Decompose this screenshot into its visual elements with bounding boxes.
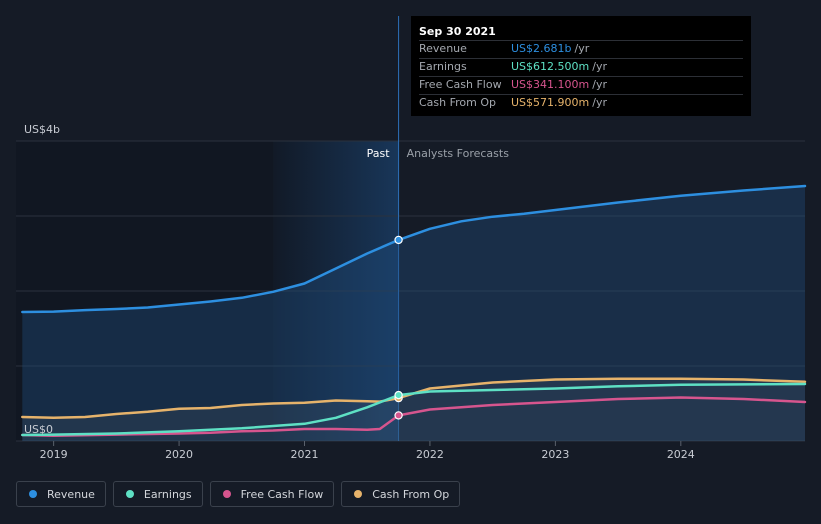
tooltip-unit: /yr [574,42,590,55]
hover-tooltip: Sep 30 2021 Revenue US$2.681b /yr Earnin… [411,16,751,116]
legend-dot-icon [125,490,134,498]
fcf-line [21,396,807,438]
legend-label: Free Cash Flow [240,487,324,501]
legend-cfo-button[interactable]: Cash From Op [341,481,461,507]
tooltip-unit: /yr [592,60,607,73]
tooltip-value: US$2.681b [511,42,572,55]
legend-label: Cash From Op [372,487,450,501]
tooltip-row-fcf: Free Cash Flow US$341.100m /yr [419,76,743,94]
forecast-label: Analysts Forecasts [407,147,510,160]
legend-revenue-button[interactable]: Revenue [16,481,106,507]
fcf-marker [394,411,403,420]
x-tick-label: 2024 [667,448,695,461]
x-tick-label: 2022 [416,448,444,461]
legend-fcf-button[interactable]: Free Cash Flow [209,481,335,507]
x-tick-label: 2020 [165,448,193,461]
tooltip-row-cfo: Cash From Op US$571.900m /yr [419,94,743,112]
tooltip-value: US$612.500m [511,60,590,73]
tooltip-label: Cash From Op [419,96,497,109]
legend-label: Revenue [47,487,95,501]
past-label: Past [367,147,391,160]
legend-dot-icon [29,490,37,498]
tooltip-label: Earnings [419,60,467,73]
chart-legend: Revenue Earnings Free Cash Flow Cash Fro… [16,481,461,507]
revenue-line [21,184,807,314]
legend-label: Earnings [143,487,192,501]
tooltip-date: Sep 30 2021 [419,25,496,38]
x-tick-label: 2019 [40,448,68,461]
y-axis-label-max: US$4b [24,123,60,136]
legend-dot-icon [222,490,231,498]
cash-from-op-area [22,378,806,441]
revenue-marker [394,235,403,245]
tooltip-unit: /yr [592,96,607,109]
tooltip-row-earnings: Earnings US$612.500m /yr [419,58,743,76]
legend-earnings-button[interactable]: Earnings [112,481,203,507]
x-tick-label: 2021 [291,448,319,461]
y-axis-label-min: US$0 [24,423,53,436]
x-tick-label: 2023 [541,448,569,461]
legend-dot-icon [354,490,363,498]
tooltip-row-revenue: Revenue US$2.681b /yr [419,40,743,58]
earnings-marker [394,390,403,400]
tooltip-value: US$571.900m [511,96,590,109]
tooltip-label: Free Cash Flow [419,78,502,91]
cfo-line [21,377,807,420]
tooltip-label: Revenue [419,42,467,55]
tooltip-value: US$341.100m [511,78,590,91]
tooltip-unit: /yr [592,78,607,91]
revenue-area [22,186,806,441]
earnings-line [21,382,807,437]
